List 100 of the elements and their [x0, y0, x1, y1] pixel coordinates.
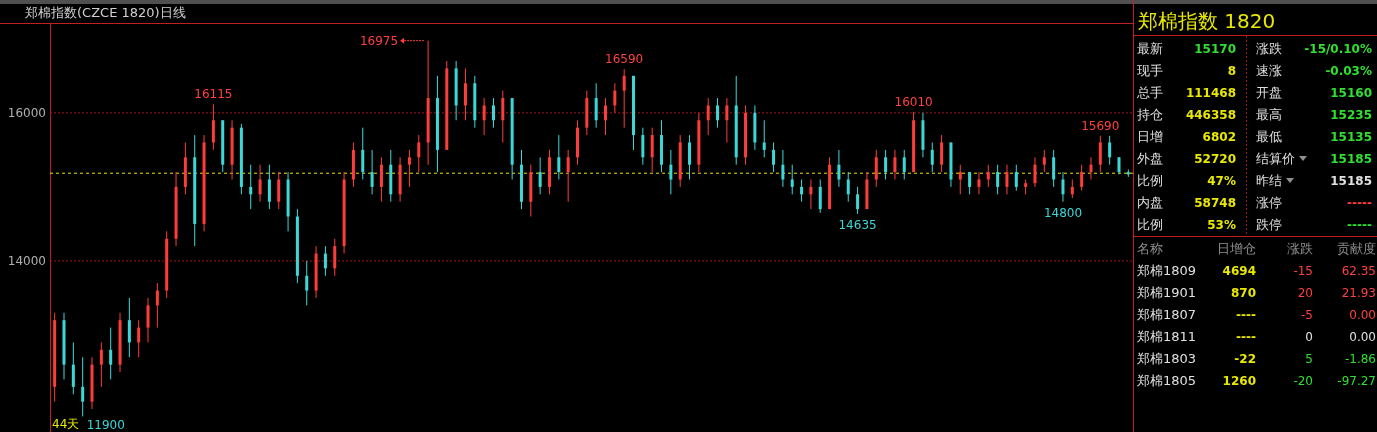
y-tick-label: 14000 [7, 253, 46, 268]
candlestick [688, 134, 692, 180]
text: -5 [1301, 308, 1313, 322]
annotation: 14635 [838, 217, 877, 232]
candlestick [893, 149, 897, 180]
candlestick [772, 141, 776, 173]
text: 郑棉1803 [1137, 351, 1197, 366]
candlestick [249, 164, 253, 210]
candlestick [1061, 171, 1065, 203]
annotation: 14800 [1043, 205, 1083, 220]
candlestick [781, 149, 785, 188]
candlestick [762, 119, 766, 158]
text: 现手 [1137, 63, 1163, 78]
text: -20 [1293, 374, 1313, 388]
candlestick [725, 97, 729, 143]
text: 开盘 [1256, 85, 1282, 100]
text: 速涨 [1256, 63, 1282, 78]
annotation: 16975 [359, 33, 399, 48]
candlestick [99, 341, 103, 388]
text: 53% [1207, 218, 1236, 232]
candlestick [370, 149, 374, 195]
candlestick [706, 97, 710, 136]
candlestick [968, 171, 972, 195]
candlestick [566, 149, 570, 203]
candlestick [902, 149, 906, 180]
text: 跌停 [1256, 217, 1282, 232]
text: 111468 [1185, 86, 1236, 100]
text: 涨跌 [1287, 241, 1313, 256]
candlestick [884, 149, 888, 180]
text: 47% [1207, 174, 1236, 188]
text: 5 [1305, 352, 1313, 366]
candlestick [874, 149, 878, 188]
text: 日增仓 [1217, 241, 1256, 256]
text: -15 [1293, 264, 1313, 278]
text: 4694 [1222, 264, 1256, 278]
candlestick [491, 97, 495, 129]
text: 最高 [1256, 107, 1282, 122]
candlestick [1108, 135, 1112, 166]
candlestick [669, 149, 673, 195]
candlestick [604, 97, 607, 136]
text: 日增 [1137, 129, 1163, 144]
text: 8 [1227, 64, 1236, 78]
candlestick [277, 171, 281, 210]
candlestick [613, 82, 617, 114]
text: 15185 [1330, 174, 1372, 188]
text: 昨结 [1256, 173, 1282, 188]
text: 58748 [1194, 196, 1236, 210]
annotation: 16010 [894, 95, 933, 110]
text: 郑棉1811 [1137, 329, 1197, 344]
candlestick [538, 156, 542, 195]
candlestick [790, 164, 794, 195]
text: 总手 [1136, 85, 1163, 100]
text: 15185 [1330, 152, 1372, 166]
text: 0 [1305, 330, 1313, 344]
text: 15235 [1330, 108, 1372, 122]
candlestick [127, 297, 131, 358]
candlestick [958, 164, 962, 195]
candlestick [846, 171, 850, 203]
text: -1.86 [1344, 352, 1376, 366]
text: 15160 [1330, 86, 1372, 100]
candlestick [1080, 164, 1084, 192]
text: 郑棉指数 1820 [1138, 9, 1276, 33]
text: 郑棉1901 [1137, 285, 1197, 300]
text: ---- [1236, 308, 1257, 322]
text: ----- [1347, 218, 1373, 232]
text: 6802 [1202, 130, 1236, 144]
candlestick [818, 179, 822, 214]
candlestick [837, 149, 841, 188]
candlestick [809, 179, 813, 210]
candlestick [417, 134, 421, 173]
text: 涨跌 [1256, 41, 1282, 56]
candlestick [996, 164, 1000, 195]
candlestick [71, 341, 75, 395]
candlestick [407, 149, 411, 188]
candlestick [333, 238, 337, 277]
text: 52720 [1194, 152, 1236, 166]
text: 贡献度 [1337, 241, 1376, 256]
candlestick [1014, 164, 1018, 192]
candlestick [650, 127, 654, 173]
candlestick [800, 179, 804, 203]
candlestick [137, 319, 141, 358]
annotation: 15690 [1081, 118, 1120, 133]
annotation: 16115 [194, 87, 233, 102]
text: 外盘 [1137, 151, 1163, 166]
candlestick [940, 134, 944, 173]
candlestick [81, 356, 85, 417]
candlestick [146, 297, 150, 343]
annotation: 44天 [52, 417, 80, 431]
candlestick [856, 186, 860, 215]
candlestick [986, 164, 990, 188]
candlestick [482, 97, 486, 136]
chart-title: 郑棉指数(CZCE 1820)日线 [25, 5, 186, 20]
text: 21.93 [1341, 286, 1376, 300]
candlestick [930, 141, 934, 173]
candlestick [1042, 149, 1046, 173]
text: -22 [1234, 352, 1256, 366]
candlestick [1052, 149, 1056, 188]
text: 1260 [1222, 374, 1256, 388]
text: 62.35 [1341, 264, 1376, 278]
text: 持仓 [1137, 107, 1163, 122]
